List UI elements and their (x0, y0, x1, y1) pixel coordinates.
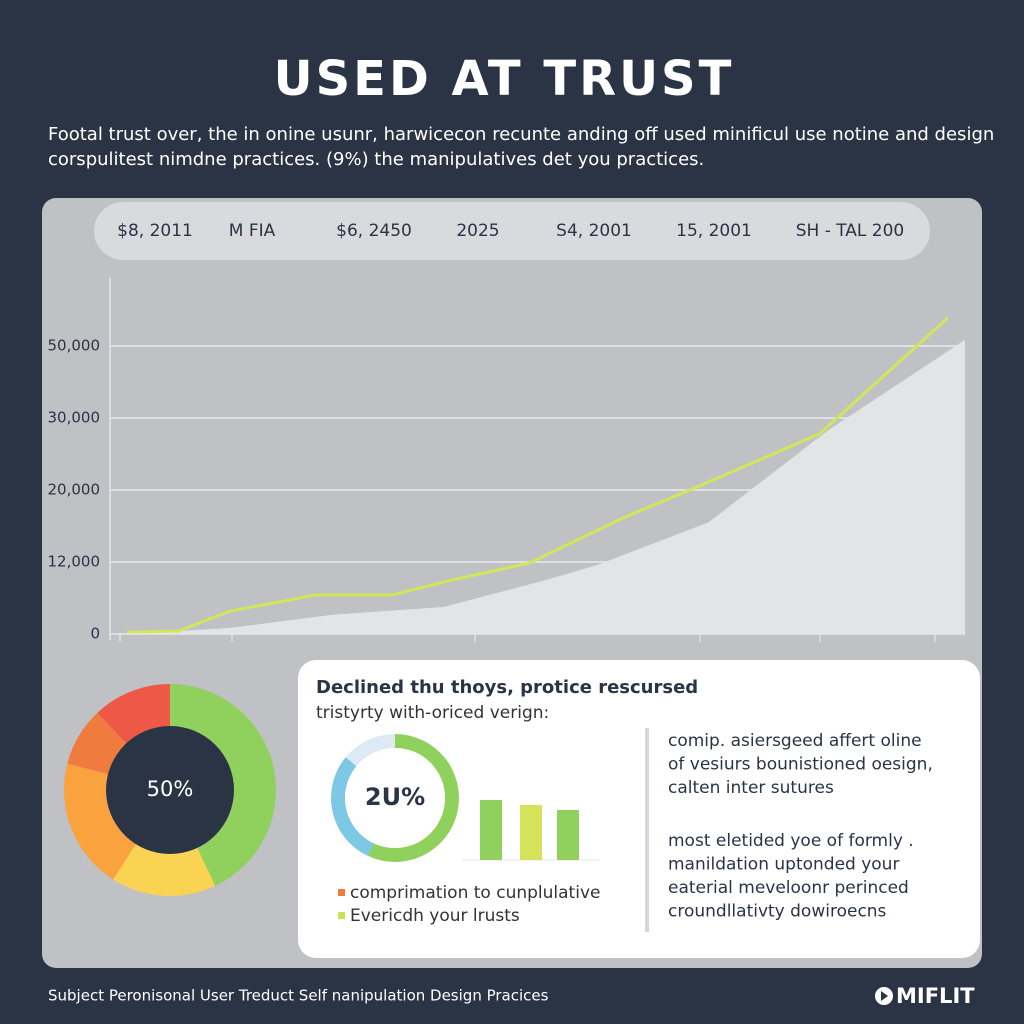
bar (520, 805, 542, 860)
header-label: 2025 (456, 221, 499, 241)
card-note: of vesiurs bounistioned oesign, (668, 755, 933, 775)
y-tick-label: 20,000 (48, 481, 101, 499)
logo: MIFLIT (896, 984, 975, 1008)
card-note: most eletided yoe of formly . (668, 831, 914, 851)
donut-center-label: 50% (147, 777, 194, 801)
card-note: calten inter sutures (668, 778, 834, 798)
card-note: eaterial meveloonr perinced (668, 878, 909, 898)
legend-label: comprimation to cunplulative (350, 883, 600, 903)
line (127, 316, 949, 634)
donut-segment (367, 734, 460, 862)
card-title: Declined thu thoys, protice rescursed (316, 677, 698, 698)
donut-segment (331, 757, 374, 856)
subtitle-line: corspulitest nimdne practices. (9%) the … (48, 149, 704, 170)
footer: Subject Peronisonal User Treduct Self na… (48, 987, 549, 1005)
header-label: SH - TAL 200 (796, 221, 905, 241)
donut-segment (113, 844, 216, 896)
header-label: $6, 2450 (336, 221, 412, 241)
donut-hole (106, 726, 234, 854)
donut-center-label: 2U% (365, 783, 425, 811)
header-label: S4, 2001 (556, 221, 632, 241)
x-axis-ticks (109, 278, 965, 642)
bar (480, 800, 502, 860)
donut-segment (170, 684, 276, 886)
card-note: comip. asiersgeed affert oline (668, 731, 922, 751)
card-subtitle: tristyrty with-oriced verign: (316, 703, 549, 723)
header-label: $8, 2011 (117, 221, 193, 241)
donut-hole (345, 748, 445, 848)
subtitle-line: Footal trust over, the in onine usunr, h… (48, 124, 994, 145)
donut-segment (345, 734, 395, 767)
legend-swatch (338, 912, 345, 919)
area (127, 339, 966, 634)
card-note: manildation uptonded your (668, 855, 899, 875)
legend-label: Evericdh your lrusts (350, 906, 520, 926)
bar (557, 810, 579, 860)
logo-icon-arrow (881, 991, 888, 1001)
y-tick-label: 0 (90, 625, 100, 643)
legend-swatch (338, 889, 345, 896)
header-label: M FIA (229, 221, 276, 241)
header-pill (94, 202, 930, 260)
header-label: 15, 2001 (676, 221, 752, 241)
card (298, 660, 980, 958)
card-note: croundllativty dowiroecns (668, 902, 887, 922)
y-tick-label: 30,000 (48, 409, 101, 427)
donut-segment (67, 712, 127, 775)
y-tick-label: 50,000 (48, 337, 101, 355)
title: USED AT TRUST (274, 51, 735, 107)
donut-segment (63, 763, 136, 880)
donut-segment (97, 684, 170, 744)
y-tick-label: 12,000 (48, 553, 101, 571)
